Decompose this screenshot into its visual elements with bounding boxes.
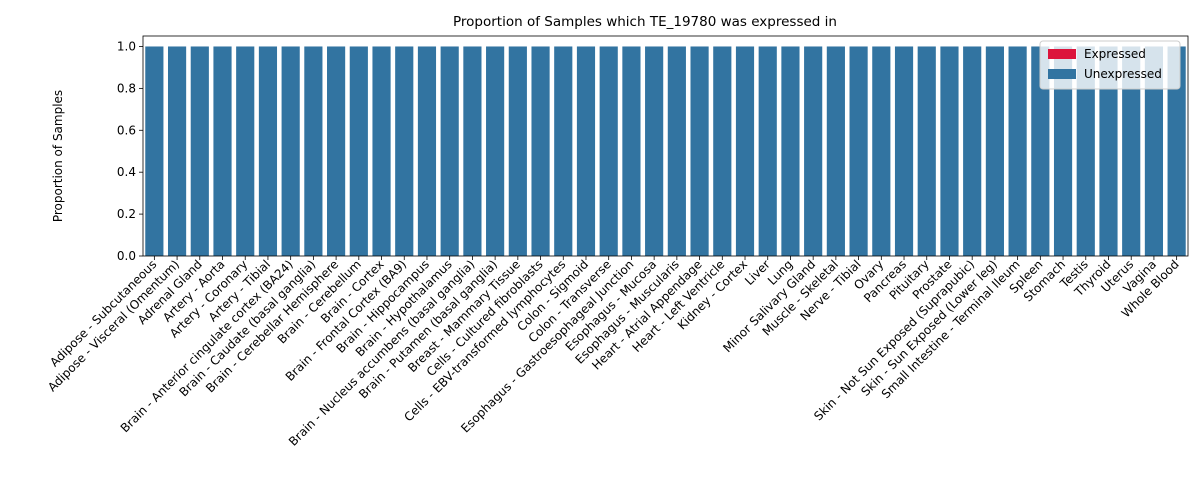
legend-swatch-expressed xyxy=(1048,49,1076,59)
bar-unexpressed-3 xyxy=(213,46,232,257)
bar-unexpressed-14 xyxy=(463,46,482,257)
bar-unexpressed-19 xyxy=(576,46,596,257)
bar-unexpressed-13 xyxy=(440,46,459,257)
bar-unexpressed-4 xyxy=(236,46,255,257)
bar-unexpressed-2 xyxy=(190,46,209,257)
y-tick-label: 0.8 xyxy=(117,81,136,95)
bar-unexpressed-29 xyxy=(804,46,823,257)
bar-unexpressed-9 xyxy=(349,46,368,257)
bar-unexpressed-6 xyxy=(281,46,300,257)
x-tick-label: Liver xyxy=(742,257,773,288)
bar-unexpressed-18 xyxy=(554,46,573,257)
legend-label-expressed: Expressed xyxy=(1084,47,1146,61)
bar-unexpressed-5 xyxy=(258,46,278,257)
bar-unexpressed-34 xyxy=(917,46,936,257)
bar-unexpressed-38 xyxy=(1008,46,1027,257)
bar-unexpressed-35 xyxy=(940,46,959,257)
bar-unexpressed-17 xyxy=(531,46,550,257)
bar-unexpressed-30 xyxy=(826,46,845,257)
bar-unexpressed-11 xyxy=(395,46,414,257)
bar-unexpressed-27 xyxy=(758,46,777,257)
bar-unexpressed-33 xyxy=(894,46,914,257)
bar-unexpressed-25 xyxy=(713,46,732,257)
bar-unexpressed-37 xyxy=(985,46,1004,257)
bar-unexpressed-41 xyxy=(1076,46,1095,257)
bar-unexpressed-44 xyxy=(1144,46,1164,257)
bar-unexpressed-0 xyxy=(145,46,164,257)
legend-swatch-unexpressed xyxy=(1048,69,1076,79)
bar-unexpressed-1 xyxy=(167,46,187,257)
y-tick-label: 0.6 xyxy=(117,123,136,137)
bar-unexpressed-10 xyxy=(372,46,391,257)
bar-unexpressed-21 xyxy=(622,46,641,257)
bar-unexpressed-39 xyxy=(1031,46,1050,257)
y-axis-label: Proportion of Samples xyxy=(51,90,65,222)
chart-title: Proportion of Samples which TE_19780 was… xyxy=(453,14,837,30)
bar-unexpressed-8 xyxy=(327,46,346,257)
bar-unexpressed-12 xyxy=(417,46,437,257)
bar-unexpressed-42 xyxy=(1099,46,1118,257)
bar-unexpressed-15 xyxy=(486,46,505,257)
y-tick-label: 0.2 xyxy=(117,207,136,221)
bar-unexpressed-31 xyxy=(849,46,868,257)
y-axis: 0.0 0.2 0.4 0.6 0.8 1.0 xyxy=(117,39,143,263)
plot-area xyxy=(142,35,1189,257)
y-tick-label: 0.4 xyxy=(117,165,136,179)
bar-unexpressed-16 xyxy=(508,46,527,257)
bar-unexpressed-20 xyxy=(599,46,618,257)
legend: Expressed Unexpressed xyxy=(1039,40,1181,90)
bar-unexpressed-24 xyxy=(690,46,709,257)
x-tick-label: Adipose - Visceral (Omentum) xyxy=(45,257,182,394)
bar-unexpressed-40 xyxy=(1053,46,1073,257)
bar-unexpressed-45 xyxy=(1167,46,1186,257)
bar-unexpressed-22 xyxy=(645,46,664,257)
bar-unexpressed-32 xyxy=(872,46,891,257)
plot-frame xyxy=(142,35,1189,257)
bar-unexpressed-28 xyxy=(781,46,800,257)
legend-label-unexpressed: Unexpressed xyxy=(1084,67,1162,81)
bar-unexpressed-23 xyxy=(667,46,686,257)
bar-unexpressed-43 xyxy=(1122,46,1141,257)
y-tick-label: 0.0 xyxy=(117,249,136,263)
bar-unexpressed-36 xyxy=(963,46,982,257)
bar-unexpressed-7 xyxy=(304,46,323,257)
bar-unexpressed-26 xyxy=(735,46,755,257)
y-tick-label: 1.0 xyxy=(117,39,136,53)
